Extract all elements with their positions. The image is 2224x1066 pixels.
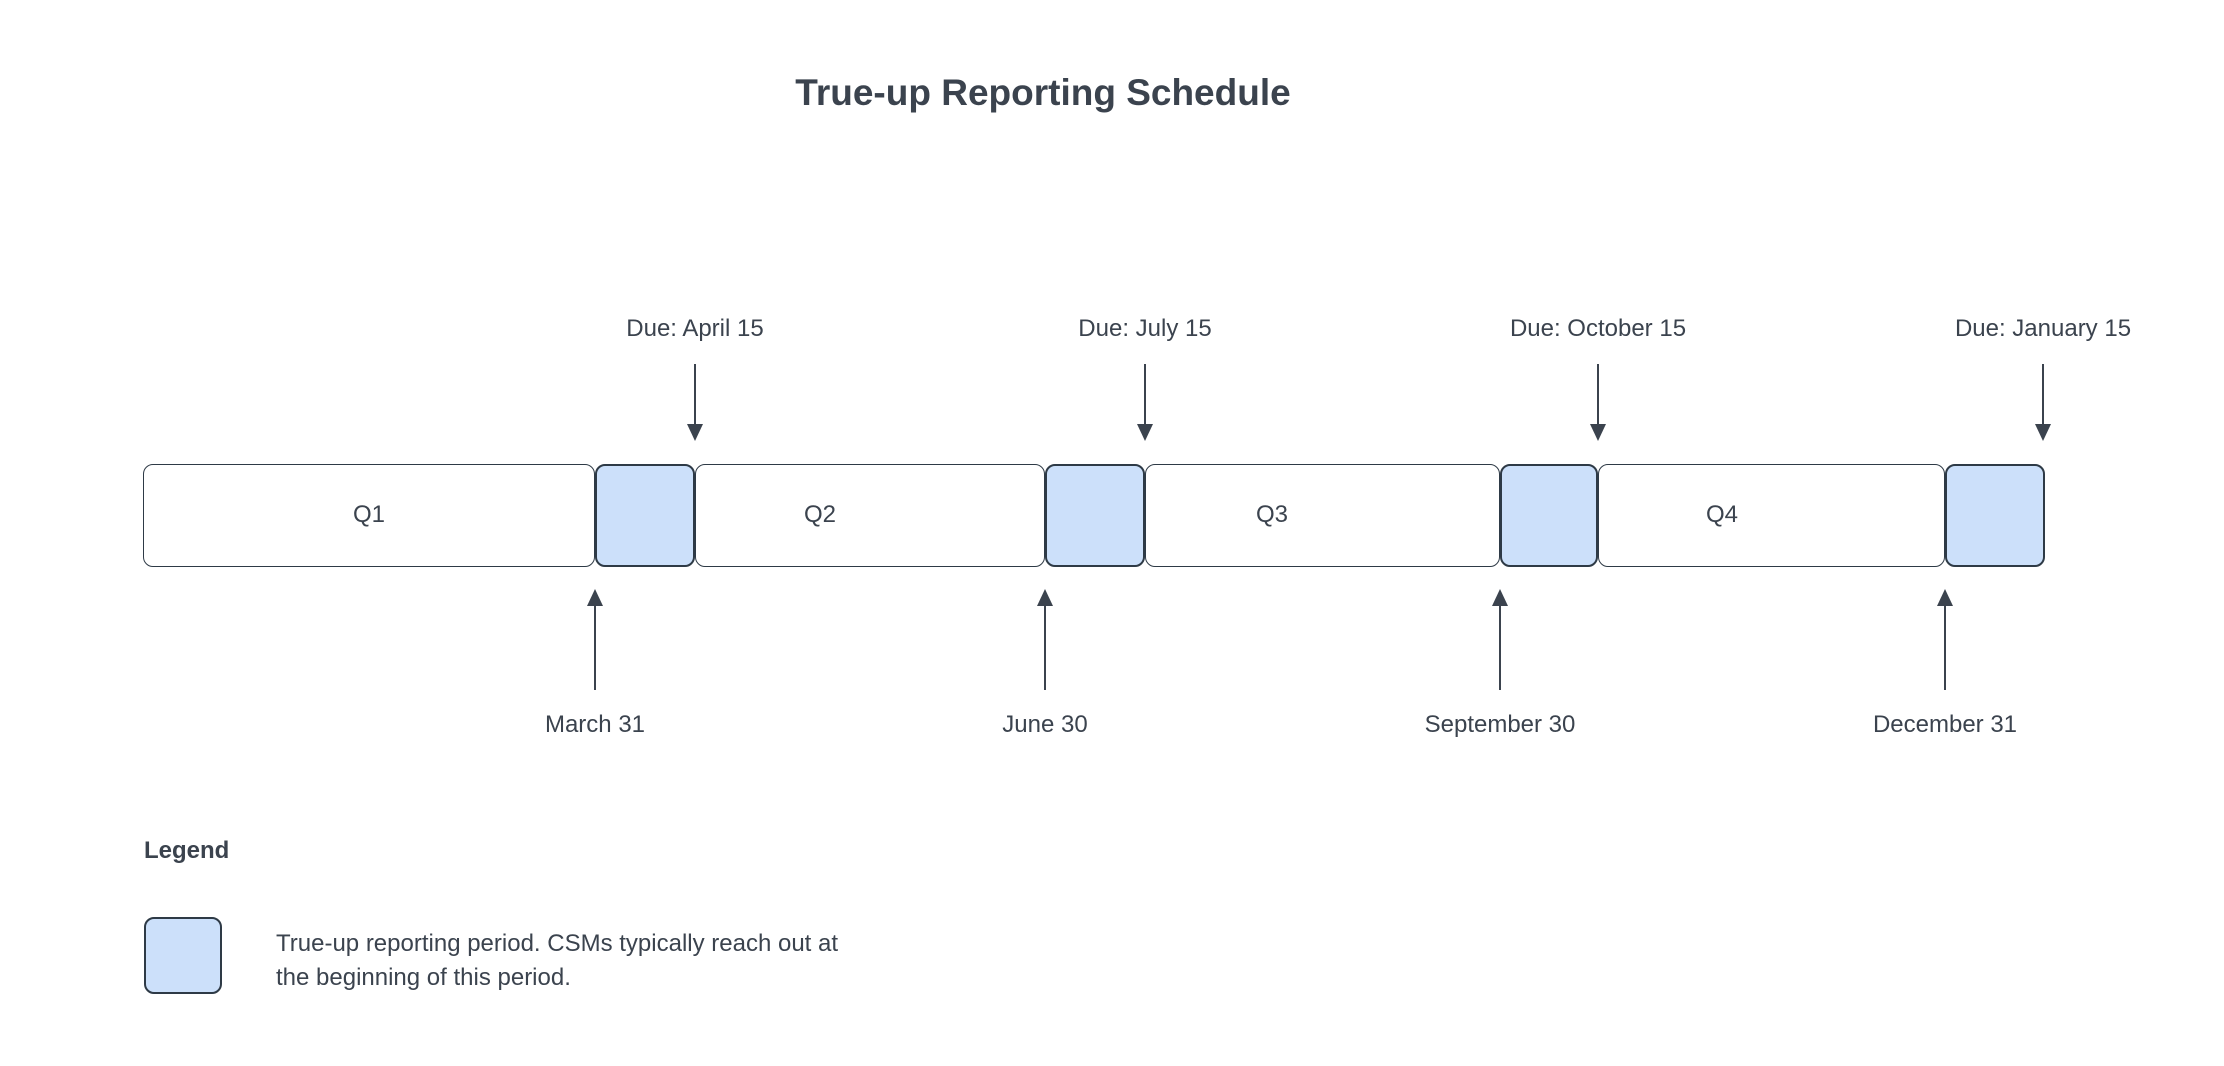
- due-arrow-q4: [2035, 364, 2051, 441]
- quarter-label-q1: Q1: [352, 501, 385, 528]
- arrow-line: [1044, 606, 1046, 690]
- quarter-end-arrow-q1: [587, 589, 603, 690]
- arrow-up-icon: [587, 589, 603, 606]
- due-arrow-q2: [1137, 364, 1153, 441]
- quarter-end-label-q3: September 30: [1424, 711, 1576, 738]
- arrow-down-icon: [2035, 424, 2051, 441]
- arrow-line: [1944, 606, 1946, 690]
- quarter-label-q3: Q3: [1255, 501, 1288, 528]
- page-title: True-up Reporting Schedule: [795, 72, 1291, 113]
- arrow-down-icon: [1137, 424, 1153, 441]
- quarter-box-q3: [1145, 464, 1500, 567]
- quarter-end-arrow-q3: [1492, 589, 1508, 690]
- trueup-period-box-4: [1945, 464, 2045, 567]
- quarter-end-label-q1: March 31: [544, 711, 646, 738]
- due-arrow-q1: [687, 364, 703, 441]
- due-date-label-q2: Due: July 15: [1078, 315, 1212, 342]
- trueup-period-box-1: [595, 464, 695, 567]
- quarter-box-q4: [1598, 464, 1945, 567]
- quarter-end-arrow-q2: [1037, 589, 1053, 690]
- quarter-label-q2: Q2: [803, 501, 836, 528]
- arrow-up-icon: [1492, 589, 1508, 606]
- quarter-box-q1: [143, 464, 595, 567]
- legend-title: Legend: [144, 837, 230, 864]
- arrow-line: [694, 364, 696, 424]
- arrow-up-icon: [1037, 589, 1053, 606]
- arrow-line: [1597, 364, 1599, 424]
- arrow-line: [594, 606, 596, 690]
- due-date-label-q1: Due: April 15: [626, 315, 764, 342]
- arrow-down-icon: [687, 424, 703, 441]
- due-arrow-q3: [1590, 364, 1606, 441]
- arrow-up-icon: [1937, 589, 1953, 606]
- quarter-end-label-q4: December 31: [1872, 711, 2018, 738]
- arrow-line: [1499, 606, 1501, 690]
- arrow-line: [1144, 364, 1146, 424]
- quarter-box-q2: [695, 464, 1045, 567]
- arrow-line: [2042, 364, 2044, 424]
- quarter-label-q4: Q4: [1705, 501, 1738, 528]
- quarter-end-label-q2: June 30: [1002, 711, 1088, 738]
- due-date-label-q4: Due: January 15: [1954, 315, 2132, 342]
- arrow-down-icon: [1590, 424, 1606, 441]
- trueup-period-box-2: [1045, 464, 1145, 567]
- trueup-period-swatch: [144, 917, 222, 994]
- due-date-label-q3: Due: October 15: [1509, 315, 1687, 342]
- legend-description: True-up reporting period. CSMs typically…: [276, 930, 839, 991]
- quarter-end-arrow-q4: [1937, 589, 1953, 690]
- trueup-period-box-3: [1500, 464, 1598, 567]
